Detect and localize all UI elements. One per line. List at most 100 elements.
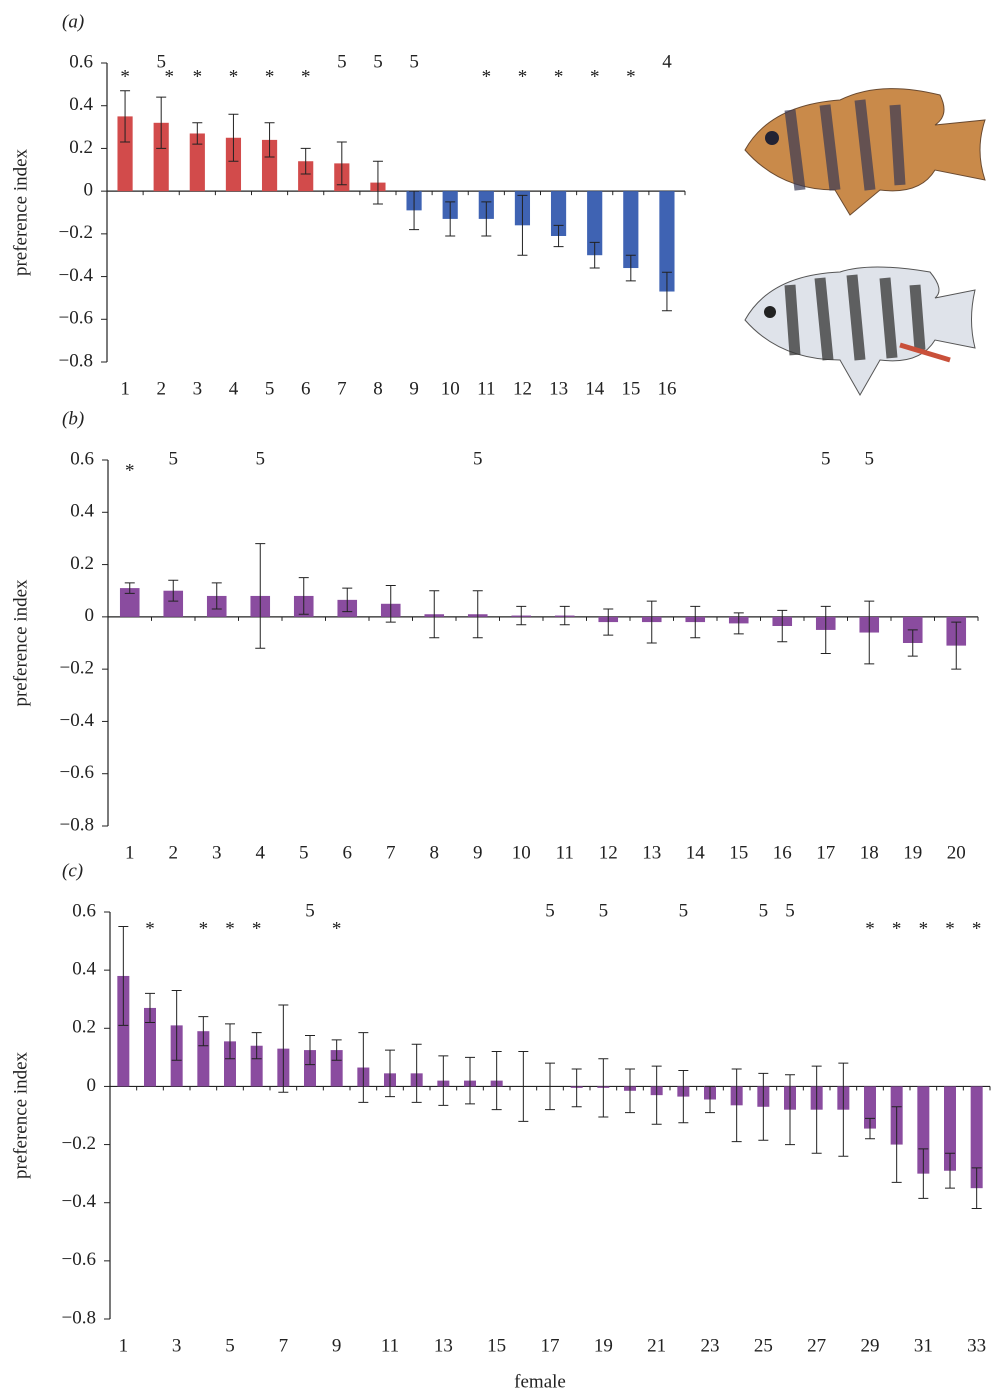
error-bar bbox=[472, 590, 483, 639]
x-tick-label: 5 bbox=[265, 378, 275, 399]
error-bar bbox=[118, 926, 129, 1026]
error-bar bbox=[298, 577, 309, 615]
sample-annotation: 5 bbox=[599, 900, 609, 921]
error-bar bbox=[651, 1065, 662, 1125]
bar bbox=[117, 975, 130, 1087]
error-bar bbox=[951, 621, 962, 670]
error-bar bbox=[838, 1062, 849, 1157]
y-axis-label: preference index bbox=[10, 579, 31, 707]
x-tick-label: 25 bbox=[754, 1335, 773, 1356]
y-tick-label: −0.8 bbox=[60, 814, 94, 835]
x-tick-label: 5 bbox=[299, 842, 309, 863]
y-tick-label: 0.4 bbox=[70, 501, 94, 522]
significance-star: * bbox=[919, 918, 929, 939]
significance-star: * bbox=[482, 66, 492, 87]
error-bar bbox=[559, 605, 570, 626]
fish-illustrations bbox=[744, 88, 986, 397]
y-tick-label: −0.4 bbox=[62, 1191, 97, 1212]
error-bar bbox=[192, 122, 203, 145]
y-tick-label: −0.2 bbox=[60, 658, 94, 679]
bar bbox=[163, 590, 184, 617]
significance-star: * bbox=[125, 460, 135, 481]
x-tick-label: 19 bbox=[594, 1335, 613, 1356]
x-tick-label: 7 bbox=[386, 842, 396, 863]
x-tick-label: 17 bbox=[541, 1335, 560, 1356]
y-tick-label: 0.6 bbox=[72, 900, 96, 921]
error-bar bbox=[409, 190, 420, 231]
panel-label: (c) bbox=[62, 860, 83, 881]
error-bar bbox=[907, 629, 918, 657]
error-bar bbox=[171, 989, 182, 1061]
error-bar bbox=[758, 1072, 769, 1141]
significance-star: * bbox=[120, 66, 130, 87]
error-bar bbox=[225, 1023, 235, 1060]
sample-annotation: 5 bbox=[169, 448, 179, 469]
x-tick-label: 10 bbox=[441, 378, 460, 399]
error-bar bbox=[120, 90, 131, 143]
bar bbox=[550, 191, 567, 236]
x-tick-label: 12 bbox=[513, 378, 532, 399]
significance-star: * bbox=[145, 918, 155, 939]
x-tick-label: 9 bbox=[332, 1335, 342, 1356]
x-tick-label: 2 bbox=[156, 378, 166, 399]
error-bar bbox=[918, 1148, 929, 1199]
y-axis-label: preference index bbox=[10, 148, 31, 276]
error-bar bbox=[518, 1051, 529, 1122]
sample-annotation: 5 bbox=[545, 900, 555, 921]
bar bbox=[330, 1050, 343, 1087]
x-tick-label: 3 bbox=[172, 1335, 182, 1356]
bar bbox=[970, 1086, 983, 1189]
significance-star: * bbox=[199, 918, 209, 939]
bar bbox=[117, 116, 133, 192]
error-bar bbox=[625, 254, 636, 282]
significance-star: * bbox=[554, 66, 564, 87]
error-bar bbox=[305, 1035, 315, 1066]
sample-annotation: 5 bbox=[785, 900, 795, 921]
x-tick-label: 9 bbox=[473, 842, 483, 863]
error-bar bbox=[571, 1068, 582, 1108]
error-bar bbox=[124, 582, 135, 594]
error-bar bbox=[438, 1055, 449, 1106]
significance-star: * bbox=[332, 918, 342, 939]
y-tick-label: 0.6 bbox=[69, 51, 93, 72]
error-bar bbox=[971, 1167, 982, 1210]
error-bar bbox=[865, 1117, 875, 1140]
bar bbox=[587, 191, 603, 256]
y-tick-label: −0.6 bbox=[60, 762, 94, 783]
error-bar bbox=[481, 201, 492, 237]
x-tick-label: 17 bbox=[816, 842, 835, 863]
error-bar bbox=[372, 160, 383, 205]
bar bbox=[298, 161, 314, 192]
error-bar bbox=[491, 1051, 502, 1111]
x-tick-label: 16 bbox=[773, 842, 792, 863]
bar bbox=[659, 191, 675, 292]
error-bar bbox=[705, 1085, 715, 1114]
x-axis-label: female bbox=[514, 1371, 566, 1392]
error-bar bbox=[278, 1004, 289, 1093]
error-bar bbox=[646, 600, 657, 644]
sample-annotation: 5 bbox=[337, 51, 347, 72]
sample-annotation: 5 bbox=[409, 51, 419, 72]
significance-star: * bbox=[892, 918, 902, 939]
error-bar bbox=[733, 612, 744, 635]
error-bar bbox=[603, 608, 614, 636]
x-tick-label: 13 bbox=[434, 1335, 453, 1356]
x-tick-label: 23 bbox=[701, 1335, 720, 1356]
error-bar bbox=[445, 201, 456, 237]
sample-annotation: 5 bbox=[156, 51, 166, 72]
error-bar bbox=[777, 609, 788, 643]
significance-star: * bbox=[225, 918, 235, 939]
error-bar bbox=[342, 587, 353, 613]
error-bar bbox=[300, 147, 311, 175]
error-bar bbox=[156, 96, 167, 149]
x-tick-label: 19 bbox=[903, 842, 922, 863]
x-tick-label: 15 bbox=[487, 1335, 506, 1356]
x-tick-label: 6 bbox=[343, 842, 353, 863]
bar bbox=[304, 1050, 316, 1087]
error-bar bbox=[690, 605, 701, 639]
x-tick-label: 15 bbox=[621, 378, 640, 399]
x-tick-label: 9 bbox=[409, 378, 419, 399]
significance-star: * bbox=[164, 66, 174, 87]
bar bbox=[944, 1086, 956, 1171]
error-bar bbox=[429, 590, 440, 639]
